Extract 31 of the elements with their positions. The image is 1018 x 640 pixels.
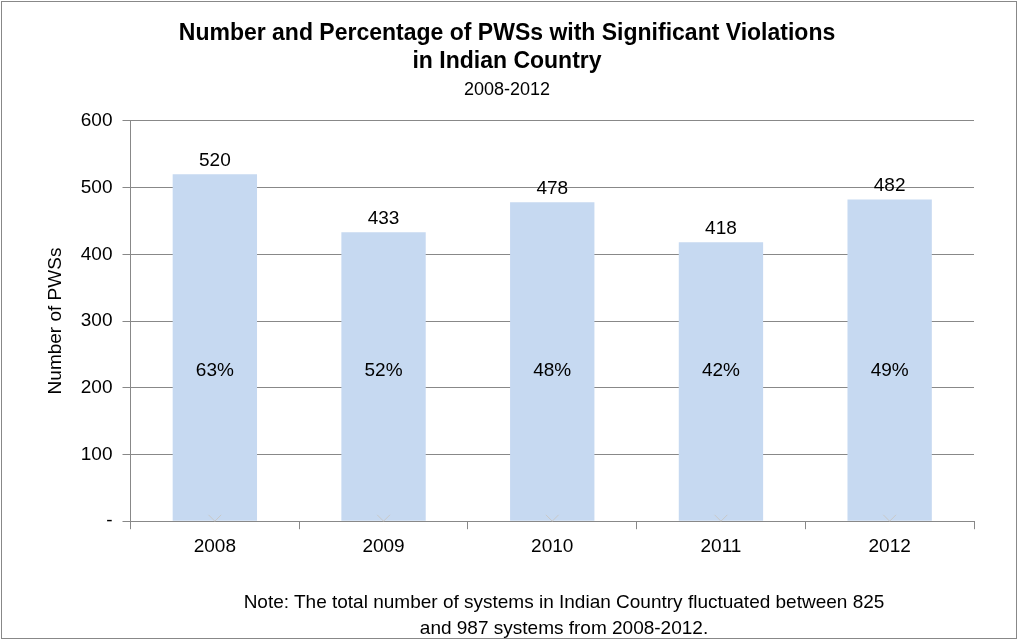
y-tick-label: 300 — [80, 309, 113, 331]
text: Note: The total number of systems in Indian Country fluctuated between 825 and 987 systems from 2008-2012. — [243, 590, 885, 638]
annotation: 48% — [533, 359, 572, 381]
data-label: 418 — [705, 216, 737, 238]
x-tick-label: 2008 — [193, 534, 236, 556]
x-tick-label: 2012 — [868, 534, 911, 556]
bar — [847, 199, 932, 521]
x-tick-label: 2010 — [531, 534, 574, 556]
x-tick-label: 2011 — [700, 534, 742, 556]
y-tick-label: 500 — [80, 175, 113, 197]
y-tick-label: 200 — [80, 375, 113, 397]
bar — [678, 242, 764, 521]
y-tick-label: 400 — [80, 242, 113, 264]
data-label: 482 — [873, 174, 906, 196]
annotation: 49% — [870, 359, 909, 381]
data-label: 478 — [536, 176, 569, 198]
bar — [172, 174, 258, 521]
bar — [341, 232, 426, 521]
annotation: 52% — [364, 359, 403, 381]
y-axis-title: Number of PWSs — [43, 247, 65, 395]
annotation: 63% — [195, 359, 234, 381]
bar — [510, 202, 595, 521]
chart-subtitle: 2008-2012 — [463, 78, 551, 99]
x-tick-label: 2009 — [362, 534, 405, 556]
annotation: 42% — [701, 359, 741, 381]
chart-title: Number and Percentage of PWSs with Significant Violations in Indian Country — [178, 19, 836, 73]
data-label: 433 — [367, 206, 400, 228]
y-tick-label: 600 — [80, 109, 113, 131]
y-tick-label: - — [106, 509, 113, 531]
data-label: 520 — [199, 148, 231, 170]
y-tick-label: 100 — [80, 442, 113, 464]
